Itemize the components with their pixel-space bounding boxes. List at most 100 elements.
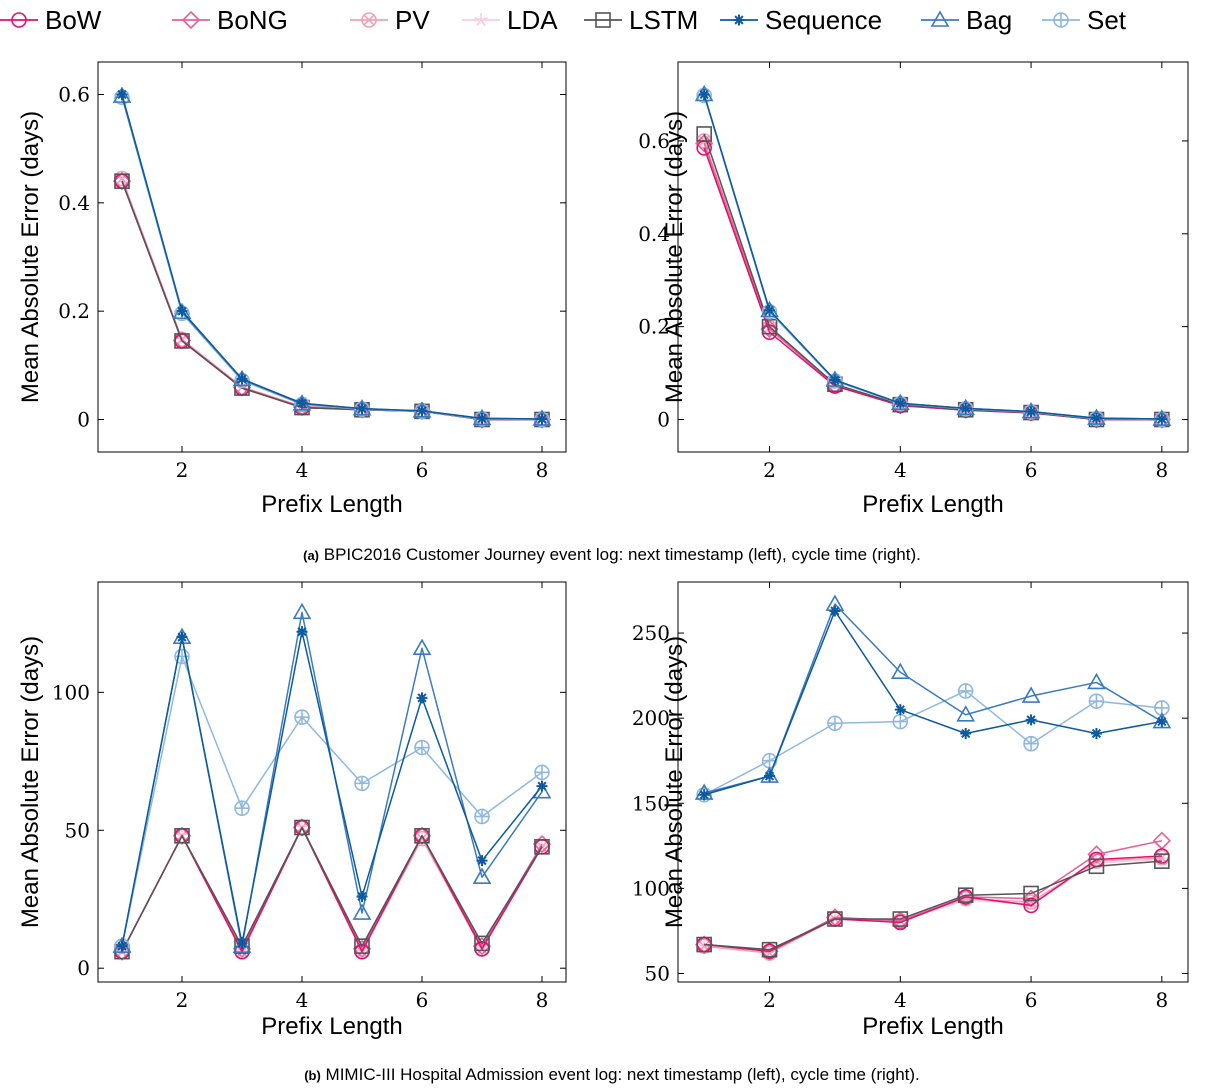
series-line [703, 690, 1162, 796]
data-point [1025, 714, 1037, 726]
chart-panel-2: 2 4 6 8 0 0.2 0.4 0.6 Prefix Length Mean Absolute… [638, 61, 1189, 518]
data-point [112, 936, 132, 953]
data-point [695, 935, 714, 954]
x-tick-label: 6 [416, 458, 429, 482]
asterisk-icon [733, 14, 745, 26]
legend-label: LSTM [629, 5, 698, 35]
x-tick-label: 8 [1155, 458, 1168, 482]
caption-b: (b) MIMIC-III Hospital Admission event l… [304, 1065, 920, 1084]
y-tick-label: 0.2 [638, 315, 670, 339]
data-point [176, 631, 188, 643]
data-point [472, 867, 492, 884]
data-point [760, 319, 779, 339]
diamond-icon [181, 10, 201, 30]
data-point [827, 715, 843, 732]
y-tick-label: 0.4 [638, 222, 670, 246]
legend-label: BoNG [217, 5, 288, 35]
series-line [703, 94, 1162, 420]
series-sequence [698, 89, 1168, 425]
plot-frame [677, 61, 1189, 453]
data-point [112, 172, 132, 191]
otimes-icon [361, 12, 377, 28]
data-point [412, 826, 432, 845]
caption-b-label: (b) [304, 1068, 321, 1083]
x-axis-label: Prefix Length [261, 491, 402, 518]
y-axis-label: Mean Absolute Error (days) [661, 111, 688, 403]
legend-item-set: Set [1042, 5, 1127, 35]
data-point [696, 126, 712, 142]
data-point [292, 818, 312, 837]
data-point [474, 808, 490, 825]
square-icon [595, 12, 611, 28]
data-point [114, 173, 130, 189]
data-point [176, 305, 188, 317]
data-point [1152, 409, 1172, 426]
legend-item-pv: PV [350, 5, 430, 35]
data-point [1023, 897, 1039, 914]
data-point [892, 911, 909, 927]
data-point [761, 318, 778, 335]
data-point [536, 413, 548, 425]
data-point [232, 936, 252, 953]
data-point [236, 937, 248, 949]
data-point [827, 911, 843, 927]
data-point [894, 397, 906, 409]
y-tick-label: 0 [657, 408, 670, 432]
legend-label: Set [1087, 5, 1127, 35]
x-tick-label: 8 [536, 988, 549, 1012]
data-point [894, 704, 906, 716]
legend-item-bag: Bag [921, 5, 1012, 35]
y-tick-label: 50 [65, 818, 90, 842]
data-point [174, 648, 190, 665]
x-tick-label: 6 [1025, 988, 1038, 1012]
x-tick-label: 4 [296, 988, 309, 1012]
triangle-icon [930, 10, 950, 27]
legend-item-lstm: LSTM [584, 5, 698, 35]
data-point [294, 709, 310, 725]
x-tick-label: 6 [1025, 458, 1038, 482]
data-point [416, 692, 428, 704]
data-point [412, 638, 432, 656]
y-tick-label: 0.4 [58, 191, 90, 215]
data-point [174, 827, 190, 844]
y-tick-label: 200 [632, 706, 670, 730]
y-tick-label: 100 [632, 876, 670, 900]
data-point [416, 405, 428, 417]
y-axis-label: Mean Absolute Error (days) [17, 636, 44, 928]
x-tick-label: 4 [894, 458, 907, 482]
legend-label: PV [395, 5, 430, 35]
x-axis-label: Prefix Length [261, 1013, 402, 1040]
data-point [957, 887, 974, 903]
data-point [960, 727, 972, 739]
y-tick-label: 150 [632, 791, 670, 815]
x-axis-label: Prefix Length [862, 1013, 1003, 1040]
data-point [292, 602, 312, 620]
star-icon [474, 13, 488, 27]
chart-panel-1: 2 4 6 8 0 0.2 0.4 0.6 Prefix Length Mean Absolute… [17, 61, 567, 518]
series-line [703, 610, 1162, 796]
data-point [1087, 845, 1106, 864]
data-point [354, 775, 370, 792]
data-point [536, 780, 548, 792]
data-point [234, 800, 250, 817]
x-tick-label: 2 [763, 988, 776, 1012]
series-sequence [698, 605, 1168, 801]
x-tick-label: 4 [894, 988, 907, 1012]
series-line [121, 94, 543, 420]
data-point [957, 683, 974, 699]
y-tick-label: 250 [632, 621, 670, 645]
data-point [532, 410, 552, 429]
plot-frame [97, 581, 567, 983]
data-point [829, 605, 841, 617]
y-tick-label: 100 [52, 680, 90, 704]
data-point [829, 374, 841, 386]
data-point [296, 397, 308, 409]
data-point [956, 705, 976, 722]
series-set [114, 648, 550, 954]
plot-frame [97, 61, 567, 453]
series-sequence [116, 89, 548, 425]
legend-label: Bag [966, 5, 1012, 35]
data-point [698, 789, 710, 801]
data-point [414, 739, 430, 756]
data-point [1087, 672, 1106, 690]
